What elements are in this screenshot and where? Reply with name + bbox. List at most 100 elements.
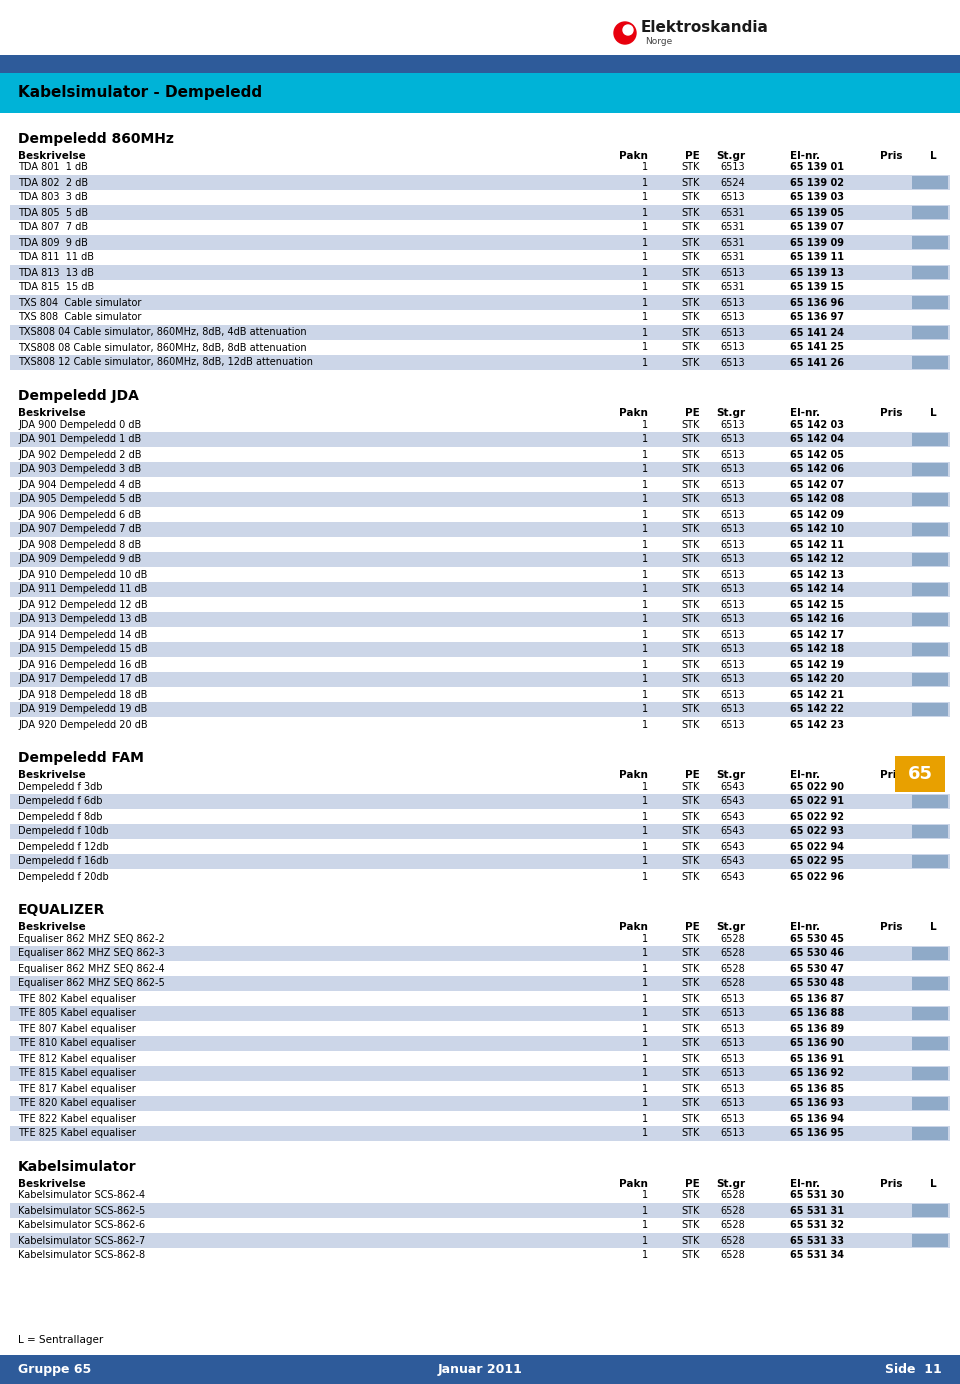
Bar	[912, 237, 948, 249]
Text: 6543: 6543	[720, 841, 745, 851]
Text: 1: 1	[642, 282, 648, 292]
Text: 6513: 6513	[720, 525, 745, 534]
Text: 6513: 6513	[720, 494, 745, 505]
Text: 6528: 6528	[720, 948, 745, 959]
Bar	[10, 1248, 950, 1264]
Text: Equaliser 862 MHZ SEQ 862-2: Equaliser 862 MHZ SEQ 862-2	[18, 933, 165, 944]
Text: JDA 904 Dempeledd 4 dB: JDA 904 Dempeledd 4 dB	[18, 479, 141, 490]
Text: 1: 1	[642, 674, 648, 685]
Text: 1: 1	[642, 1190, 648, 1200]
Text: STK: STK	[682, 177, 700, 187]
Text: 1: 1	[642, 584, 648, 595]
Text: 6513: 6513	[720, 1053, 745, 1063]
Bar	[912, 176, 948, 190]
Text: STK: STK	[682, 782, 700, 792]
Text: 6513: 6513	[720, 674, 745, 685]
Text: JDA 905 Dempeledd 5 dB: JDA 905 Dempeledd 5 dB	[18, 494, 141, 505]
Bar	[10, 931, 950, 947]
Text: 1: 1	[642, 177, 648, 187]
Text: STK: STK	[682, 1114, 700, 1124]
Text: 65 530 45: 65 530 45	[790, 933, 844, 944]
Text: TDA 807  7 dB: TDA 807 7 dB	[18, 223, 88, 233]
Text: 65 142 08: 65 142 08	[790, 494, 844, 505]
Text: 65 022 94: 65 022 94	[790, 841, 844, 851]
Bar	[10, 717, 950, 732]
Text: 6543: 6543	[720, 826, 745, 836]
Bar	[10, 1006, 950, 1021]
Text: L: L	[930, 1179, 937, 1189]
Text: STK: STK	[682, 223, 700, 233]
Text: St.gr: St.gr	[716, 922, 745, 931]
Text: 6543: 6543	[720, 811, 745, 822]
Text: TXS808 04 Cable simulator, 860MHz, 8dB, 4dB attenuation: TXS808 04 Cable simulator, 860MHz, 8dB, …	[18, 328, 306, 338]
Bar	[912, 794, 948, 808]
Text: STK: STK	[682, 298, 700, 307]
Text: JDA 906 Dempeledd 6 dB: JDA 906 Dempeledd 6 dB	[18, 509, 141, 519]
Text: 65 136 94: 65 136 94	[790, 1114, 844, 1124]
Text: 6513: 6513	[720, 342, 745, 353]
Text: 6513: 6513	[720, 689, 745, 699]
Text: 6513: 6513	[720, 267, 745, 278]
Bar	[10, 854, 950, 869]
Text: 6513: 6513	[720, 569, 745, 580]
Bar	[912, 1008, 948, 1020]
Text: 1: 1	[642, 1084, 648, 1093]
Text: 6513: 6513	[720, 435, 745, 444]
Text: PE: PE	[685, 1179, 700, 1189]
Text: 65 136 85: 65 136 85	[790, 1084, 844, 1093]
Text: 1: 1	[642, 1251, 648, 1261]
Text: TDA 811  11 dB: TDA 811 11 dB	[18, 252, 94, 263]
Text: STK: STK	[682, 479, 700, 490]
Text: L = Sentrallager: L = Sentrallager	[18, 1336, 104, 1345]
Text: STK: STK	[682, 994, 700, 1003]
Text: Beskrivelse: Beskrivelse	[18, 770, 85, 781]
Text: Beskrivelse: Beskrivelse	[18, 1179, 85, 1189]
Text: 1: 1	[642, 1205, 648, 1215]
Text: 6513: 6513	[720, 479, 745, 490]
Text: 1: 1	[642, 1221, 648, 1230]
Bar	[10, 552, 950, 567]
Text: STK: STK	[682, 1236, 700, 1246]
Bar	[10, 280, 950, 295]
Bar	[10, 1203, 950, 1218]
Text: St.gr: St.gr	[716, 408, 745, 418]
Text: JDA 914 Dempeledd 14 dB: JDA 914 Dempeledd 14 dB	[18, 630, 148, 639]
Bar	[10, 597, 950, 612]
Text: 6513: 6513	[720, 645, 745, 655]
Text: 65: 65	[907, 765, 932, 783]
Bar	[912, 206, 948, 219]
Text: 65 142 20: 65 142 20	[790, 674, 844, 685]
Bar	[912, 583, 948, 597]
Text: 1: 1	[642, 328, 648, 338]
Bar	[10, 537, 950, 552]
Bar	[10, 235, 950, 251]
Text: 1: 1	[642, 313, 648, 322]
Text: 6513: 6513	[720, 192, 745, 202]
Bar	[912, 825, 948, 837]
Bar	[10, 190, 950, 205]
Text: 6543: 6543	[720, 797, 745, 807]
Text: 1: 1	[642, 1236, 648, 1246]
Text: 65 139 07: 65 139 07	[790, 223, 844, 233]
Text: 1: 1	[642, 450, 648, 459]
Text: 6513: 6513	[720, 630, 745, 639]
Text: PE: PE	[685, 408, 700, 418]
Bar	[10, 627, 950, 642]
Text: 65 531 33: 65 531 33	[790, 1236, 844, 1246]
Text: 65 022 96: 65 022 96	[790, 872, 844, 882]
Text: 1: 1	[642, 857, 648, 866]
Text: 65 531 32: 65 531 32	[790, 1221, 844, 1230]
Text: 6531: 6531	[720, 252, 745, 263]
Text: El-nr.: El-nr.	[790, 1179, 820, 1189]
Bar	[0, 55, 960, 73]
Bar	[10, 976, 950, 991]
Text: JDA 920 Dempeledd 20 dB: JDA 920 Dempeledd 20 dB	[18, 720, 148, 729]
Text: 6513: 6513	[720, 419, 745, 429]
Text: 65 136 90: 65 136 90	[790, 1038, 844, 1049]
Text: 65 022 92: 65 022 92	[790, 811, 844, 822]
Text: STK: STK	[682, 841, 700, 851]
Text: TDA 801  1 dB: TDA 801 1 dB	[18, 162, 88, 173]
Text: STK: STK	[682, 720, 700, 729]
Bar	[912, 523, 948, 536]
Text: 65 141 25: 65 141 25	[790, 342, 844, 353]
